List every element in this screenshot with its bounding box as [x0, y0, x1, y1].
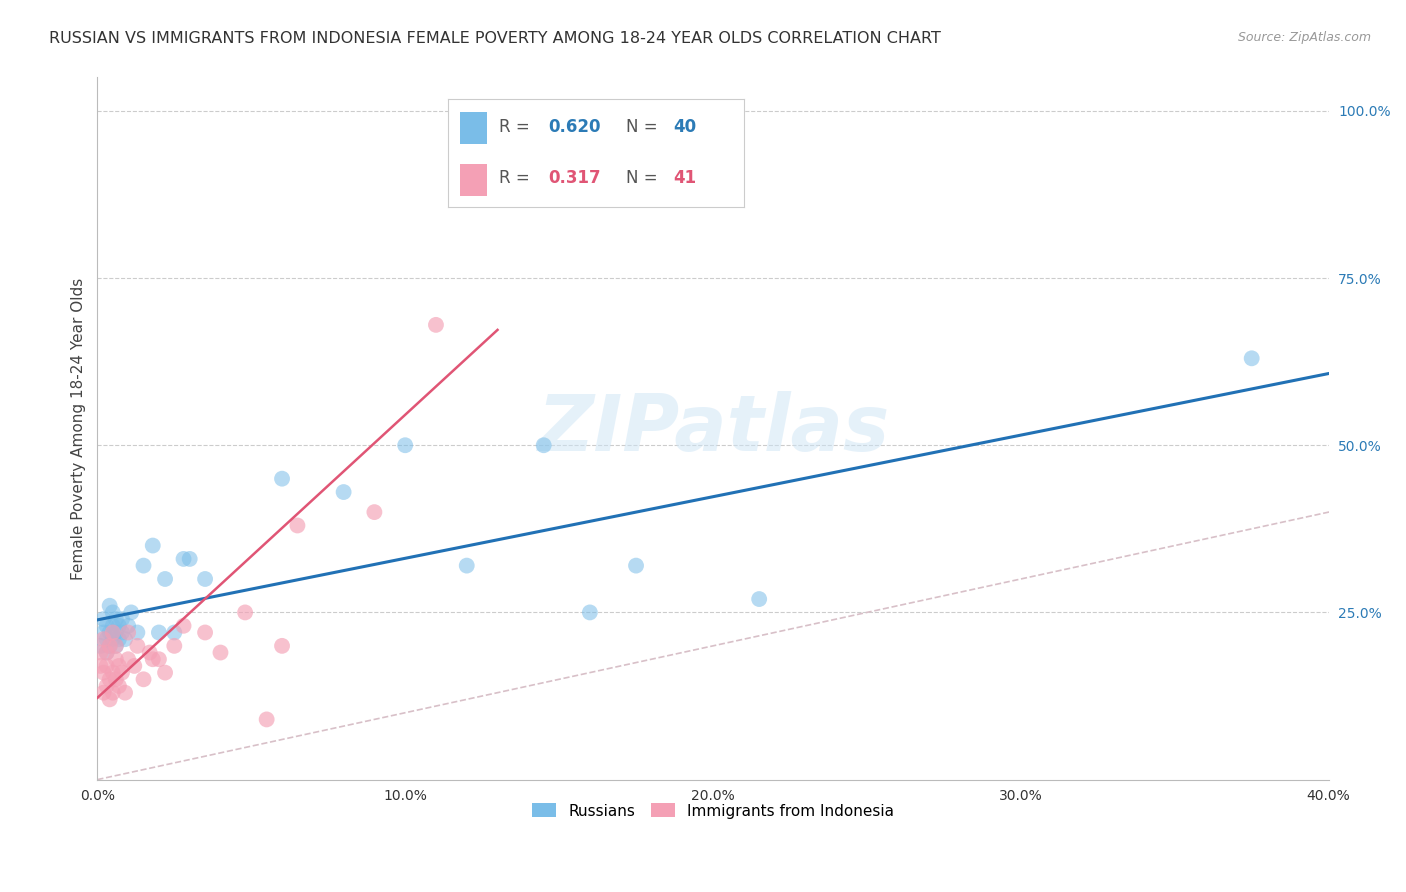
Point — [579, 606, 602, 620]
Point — [114, 686, 136, 700]
Point — [101, 619, 124, 633]
Point — [98, 639, 121, 653]
Point — [108, 679, 131, 693]
Point — [209, 646, 232, 660]
Point — [533, 438, 555, 452]
Point — [194, 625, 217, 640]
Point — [425, 318, 447, 332]
Point — [114, 632, 136, 647]
Point — [98, 599, 121, 613]
Point — [101, 686, 124, 700]
Point — [93, 625, 115, 640]
Point — [101, 665, 124, 680]
Y-axis label: Female Poverty Among 18-24 Year Olds: Female Poverty Among 18-24 Year Olds — [72, 277, 86, 580]
Point — [256, 713, 278, 727]
Point — [104, 652, 127, 666]
Point — [117, 625, 139, 640]
Point — [93, 632, 115, 647]
Point — [363, 505, 385, 519]
Point — [101, 625, 124, 640]
Point — [108, 619, 131, 633]
Point — [163, 625, 186, 640]
Point — [287, 518, 309, 533]
Point — [108, 659, 131, 673]
Point — [101, 632, 124, 647]
Text: ZIPatlas: ZIPatlas — [537, 391, 889, 467]
Point — [104, 639, 127, 653]
Point — [104, 612, 127, 626]
Point — [96, 679, 118, 693]
Point — [93, 686, 115, 700]
Point — [127, 625, 149, 640]
Point — [108, 632, 131, 647]
Point — [104, 673, 127, 687]
Point — [142, 652, 165, 666]
Point — [394, 438, 416, 452]
Point — [142, 539, 165, 553]
Point — [104, 625, 127, 640]
Point — [748, 592, 770, 607]
Point — [148, 652, 170, 666]
Point — [117, 652, 139, 666]
Point — [132, 558, 155, 573]
Point — [111, 612, 134, 626]
Point — [486, 137, 509, 152]
Point — [117, 619, 139, 633]
Point — [624, 558, 647, 573]
Point — [98, 639, 121, 653]
Text: RUSSIAN VS IMMIGRANTS FROM INDONESIA FEMALE POVERTY AMONG 18-24 YEAR OLDS CORREL: RUSSIAN VS IMMIGRANTS FROM INDONESIA FEM… — [49, 31, 941, 46]
Point — [93, 665, 115, 680]
Point — [173, 552, 195, 566]
Point — [163, 639, 186, 653]
Point — [104, 639, 127, 653]
Point — [93, 612, 115, 626]
Point — [96, 619, 118, 633]
Point — [153, 572, 176, 586]
Point — [98, 673, 121, 687]
Point — [101, 606, 124, 620]
Point — [138, 646, 160, 660]
Point — [111, 625, 134, 640]
Point — [132, 673, 155, 687]
Point — [1240, 351, 1263, 366]
Point — [127, 639, 149, 653]
Text: Source: ZipAtlas.com: Source: ZipAtlas.com — [1237, 31, 1371, 45]
Point — [96, 632, 118, 647]
Point — [173, 619, 195, 633]
Point — [89, 646, 111, 660]
Point — [271, 639, 294, 653]
Point — [96, 659, 118, 673]
Point — [271, 472, 294, 486]
Point — [456, 558, 478, 573]
Point — [233, 606, 256, 620]
Point — [89, 639, 111, 653]
Point — [98, 692, 121, 706]
Point — [89, 659, 111, 673]
Point — [96, 646, 118, 660]
Point — [124, 659, 146, 673]
Point — [98, 625, 121, 640]
Point — [148, 625, 170, 640]
Point — [332, 485, 354, 500]
Point — [120, 606, 142, 620]
Point — [111, 665, 134, 680]
Legend: Russians, Immigrants from Indonesia: Russians, Immigrants from Indonesia — [526, 797, 900, 824]
Point — [179, 552, 201, 566]
Point — [153, 665, 176, 680]
Point — [96, 646, 118, 660]
Point — [194, 572, 217, 586]
